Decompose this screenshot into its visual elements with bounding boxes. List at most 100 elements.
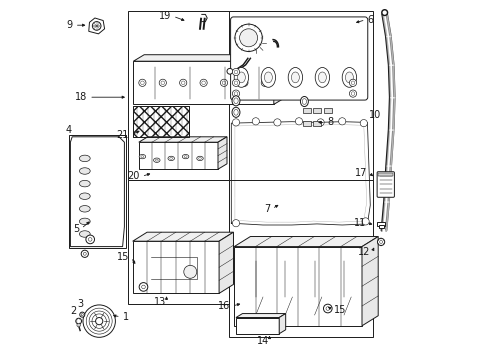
Polygon shape — [274, 55, 285, 104]
Circle shape — [89, 311, 109, 331]
Circle shape — [380, 240, 383, 243]
Circle shape — [317, 119, 324, 126]
Ellipse shape — [79, 206, 90, 212]
Circle shape — [241, 79, 248, 86]
Text: 19: 19 — [159, 11, 171, 21]
Circle shape — [232, 68, 240, 76]
Polygon shape — [362, 237, 378, 326]
Circle shape — [360, 120, 368, 127]
Ellipse shape — [141, 156, 144, 158]
Circle shape — [243, 81, 246, 85]
Circle shape — [232, 90, 240, 97]
Polygon shape — [89, 18, 104, 34]
Bar — [229, 11, 373, 227]
Circle shape — [382, 10, 388, 15]
Ellipse shape — [198, 157, 201, 159]
Text: 8: 8 — [328, 117, 334, 127]
Ellipse shape — [232, 107, 240, 117]
Circle shape — [220, 79, 227, 86]
Text: 16: 16 — [219, 301, 231, 311]
Polygon shape — [133, 61, 274, 104]
Text: 2: 2 — [70, 306, 76, 316]
Text: 18: 18 — [75, 92, 87, 102]
Circle shape — [236, 68, 247, 80]
Circle shape — [234, 81, 238, 85]
Ellipse shape — [238, 72, 245, 83]
Text: 14: 14 — [257, 336, 270, 346]
Polygon shape — [219, 232, 233, 293]
Polygon shape — [236, 314, 286, 318]
Ellipse shape — [170, 157, 172, 159]
Polygon shape — [314, 121, 321, 126]
Ellipse shape — [79, 155, 90, 162]
Text: 5: 5 — [73, 224, 79, 234]
Circle shape — [235, 24, 262, 51]
Circle shape — [88, 238, 92, 241]
Circle shape — [234, 70, 238, 74]
Text: 12: 12 — [358, 247, 370, 257]
Text: 20: 20 — [127, 171, 140, 181]
Ellipse shape — [79, 168, 90, 174]
Circle shape — [245, 32, 267, 54]
Circle shape — [349, 79, 357, 86]
Circle shape — [81, 314, 83, 316]
Circle shape — [295, 118, 303, 125]
Circle shape — [77, 323, 80, 327]
Text: 10: 10 — [369, 110, 381, 120]
Polygon shape — [139, 142, 218, 169]
Circle shape — [76, 318, 81, 324]
Polygon shape — [133, 55, 285, 61]
Polygon shape — [139, 137, 227, 142]
Circle shape — [377, 238, 385, 246]
Circle shape — [351, 81, 355, 85]
Circle shape — [81, 250, 88, 257]
Ellipse shape — [197, 156, 203, 161]
Ellipse shape — [182, 154, 189, 159]
Circle shape — [80, 312, 85, 317]
Bar — [128, 11, 288, 180]
Circle shape — [180, 79, 187, 86]
Ellipse shape — [79, 193, 90, 199]
Text: 15: 15 — [334, 305, 346, 315]
Circle shape — [349, 90, 357, 97]
Circle shape — [86, 235, 95, 244]
Circle shape — [159, 79, 167, 86]
Circle shape — [232, 220, 240, 227]
Bar — [128, 180, 229, 304]
Circle shape — [234, 92, 238, 95]
Ellipse shape — [139, 154, 146, 159]
Bar — [133, 106, 189, 137]
Text: 21: 21 — [117, 130, 129, 140]
Circle shape — [261, 79, 269, 86]
Bar — [229, 180, 373, 337]
Ellipse shape — [234, 68, 248, 87]
Circle shape — [92, 314, 106, 328]
Text: 17: 17 — [355, 168, 368, 178]
Polygon shape — [236, 318, 279, 334]
Circle shape — [339, 118, 346, 125]
Circle shape — [139, 283, 148, 291]
Bar — [377, 222, 385, 226]
Ellipse shape — [79, 218, 90, 225]
Text: 1: 1 — [122, 312, 129, 322]
Ellipse shape — [184, 156, 187, 158]
Ellipse shape — [234, 109, 238, 115]
Polygon shape — [202, 14, 207, 22]
Text: 15: 15 — [117, 252, 129, 262]
Bar — [379, 225, 384, 228]
Polygon shape — [279, 314, 286, 334]
Ellipse shape — [261, 68, 275, 87]
Text: 9: 9 — [67, 20, 73, 30]
FancyBboxPatch shape — [377, 172, 394, 197]
Circle shape — [184, 265, 197, 278]
Text: 13: 13 — [154, 297, 167, 307]
Circle shape — [96, 318, 103, 325]
Circle shape — [161, 81, 165, 85]
Circle shape — [240, 29, 258, 47]
Bar — [69, 135, 126, 248]
Polygon shape — [234, 237, 378, 247]
Text: 6: 6 — [368, 15, 373, 25]
Circle shape — [240, 27, 272, 59]
Circle shape — [351, 92, 355, 95]
Polygon shape — [303, 108, 311, 113]
